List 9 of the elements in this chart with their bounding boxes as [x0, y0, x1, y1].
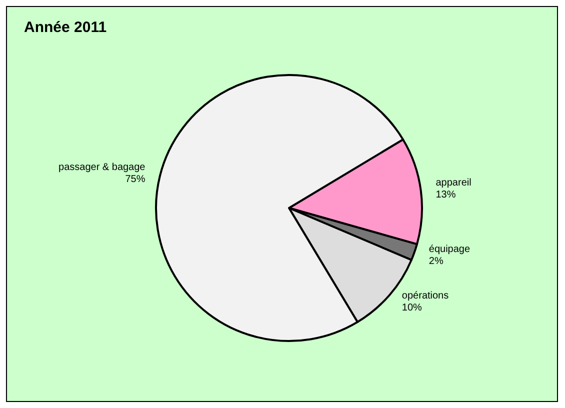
data-label: 13% — [436, 190, 456, 201]
data-label: 2% — [428, 256, 444, 267]
data-label: 10% — [402, 302, 422, 314]
slice-label: opérations — [402, 290, 449, 302]
slice-label: passager & bagage — [58, 162, 146, 173]
data-label: 75% — [125, 174, 146, 185]
slice-label: équipage — [428, 244, 470, 255]
slice-label: appareil — [436, 178, 472, 189]
chart-title: Année 2011 — [24, 19, 107, 36]
